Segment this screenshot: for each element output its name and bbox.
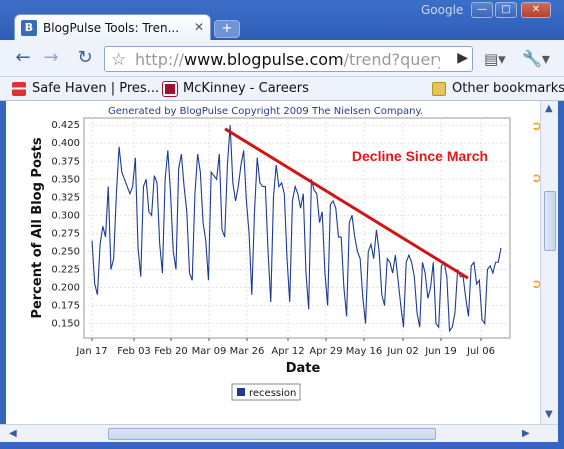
address-bar[interactable]: ☆ http://www.blogpulse.com/trend?query1=… [104, 46, 473, 72]
x-tick-label: Jun 19 [424, 346, 457, 357]
other-bookmarks-label: Other bookmarks [452, 81, 564, 96]
y-tick-label: 0.275 [51, 228, 80, 239]
legend-box [231, 383, 301, 401]
y-tick-label: 0.200 [51, 283, 80, 294]
y-tick-label: 0.300 [51, 210, 80, 221]
x-axis-label: Date [286, 361, 321, 376]
bookmark-star-icon[interactable]: ☆ [111, 50, 127, 70]
other-bookmarks[interactable]: Other bookmarks [432, 81, 564, 96]
wrench-menu-icon[interactable]: 🔧▾ [522, 49, 550, 68]
decline-annotation: Decline Since March [352, 148, 488, 164]
bookmark-label: Safe Haven | Pres... [32, 81, 160, 96]
orange-arrow-icon[interactable]: ➲ [531, 171, 542, 186]
lighthouse-icon [12, 81, 26, 96]
bookmark-label: McKinney - Careers [183, 81, 309, 96]
navigation-toolbar: ← → ↻ ☆ http://www.blogpulse.com/trend?q… [0, 40, 564, 77]
window-frame-left [0, 101, 6, 442]
new-tab-button[interactable]: + [214, 20, 240, 38]
vertical-scroll-thumb[interactable] [544, 191, 556, 251]
back-arrow-icon[interactable]: ← [15, 47, 31, 68]
x-tick-label: May 16 [346, 346, 383, 357]
legend-label: recession [249, 388, 296, 399]
x-tick-label: Apr 29 [309, 346, 342, 357]
mckinney-logo-icon [162, 80, 178, 97]
y-tick-label: 0.150 [51, 319, 80, 330]
bookmark-safe-haven[interactable]: Safe Haven | Pres... [12, 81, 159, 96]
tab-close-icon[interactable]: ✕ [193, 20, 204, 34]
scroll-up-arrow-icon[interactable]: ▲ [545, 103, 553, 114]
blogpulse-favicon-icon: B [21, 19, 37, 36]
x-tick-label: Jan 17 [75, 346, 107, 357]
decline-trend-line [224, 127, 469, 280]
window-frame-right [558, 101, 564, 442]
reload-icon[interactable]: ↻ [77, 47, 93, 68]
go-arrow-icon[interactable]: ▶ [457, 50, 468, 66]
url-path: /trend?query1=r [343, 50, 440, 69]
y-tick-label: 0.400 [51, 138, 80, 149]
recession-series-line [91, 125, 502, 333]
y-tick-label: 0.350 [51, 174, 80, 185]
url-text[interactable]: http://www.blogpulse.com/trend?query1=r [135, 50, 440, 69]
x-tick-label: Apr 12 [271, 346, 304, 357]
vertical-scrollbar[interactable]: ▲ ▼ [540, 101, 558, 424]
horizontal-scrollbar[interactable]: ◀ ▶ [0, 424, 558, 442]
bookmark-mckinney[interactable]: McKinney - Careers [162, 80, 309, 97]
window-frame-bottom [0, 442, 564, 449]
google-logo: Google [421, 3, 464, 17]
page-menu-icon[interactable]: ▤▾ [484, 50, 506, 68]
horizontal-scroll-thumb[interactable] [108, 428, 436, 440]
x-tick-label: Jul 06 [466, 346, 495, 357]
scroll-down-arrow-icon[interactable]: ▼ [545, 409, 553, 420]
plot-area [83, 117, 511, 339]
y-tick-label: 0.250 [51, 246, 80, 257]
title-bar: B BlogPulse Tools: Tren... ✕ + Google — … [0, 0, 564, 40]
x-tick-label: Mar 26 [230, 346, 265, 357]
scroll-right-arrow-icon[interactable]: ▶ [522, 428, 530, 439]
x-tick-label: Mar 09 [192, 346, 227, 357]
minimize-button[interactable]: — [471, 2, 493, 18]
blogpulse-trend-chart: 0.425 0.400 0.375 0.350 0.325 0.300 0.275 0.250… [30, 117, 511, 401]
orange-arrow-icon[interactable]: ➲ [531, 277, 542, 292]
folder-icon [432, 81, 446, 96]
x-tick-label: Feb 20 [154, 346, 188, 357]
scroll-left-arrow-icon[interactable]: ◀ [9, 428, 17, 439]
forward-arrow-icon[interactable]: → [43, 47, 59, 68]
url-prefix: http:// [135, 50, 185, 69]
close-button[interactable]: ✕ [521, 2, 551, 18]
bookmarks-bar: Safe Haven | Pres... McKinney - Careers … [0, 77, 564, 101]
y-tick-label: 0.425 [51, 120, 80, 131]
y-tick-label: 0.325 [51, 192, 80, 203]
x-tick-label: Feb 03 [117, 346, 151, 357]
orange-arrow-icon[interactable]: ➲ [531, 119, 542, 134]
copyright-text: Generated by BlogPulse Copyright 2009 Th… [108, 106, 424, 117]
maximize-button[interactable]: □ [495, 2, 517, 18]
y-tick-label: 0.375 [51, 156, 80, 167]
y-tick-label: 0.225 [51, 264, 80, 275]
y-axis-label: Percent of All Blog Posts [30, 137, 45, 318]
url-host: www.blogpulse.com [184, 50, 344, 69]
tab-blogpulse[interactable]: B BlogPulse Tools: Tren... ✕ [14, 14, 211, 40]
x-tick-label: Jun 02 [386, 346, 419, 357]
tab-title: BlogPulse Tools: Tren... [43, 20, 180, 35]
y-tick-label: 0.175 [51, 301, 80, 312]
legend-swatch [237, 388, 245, 396]
